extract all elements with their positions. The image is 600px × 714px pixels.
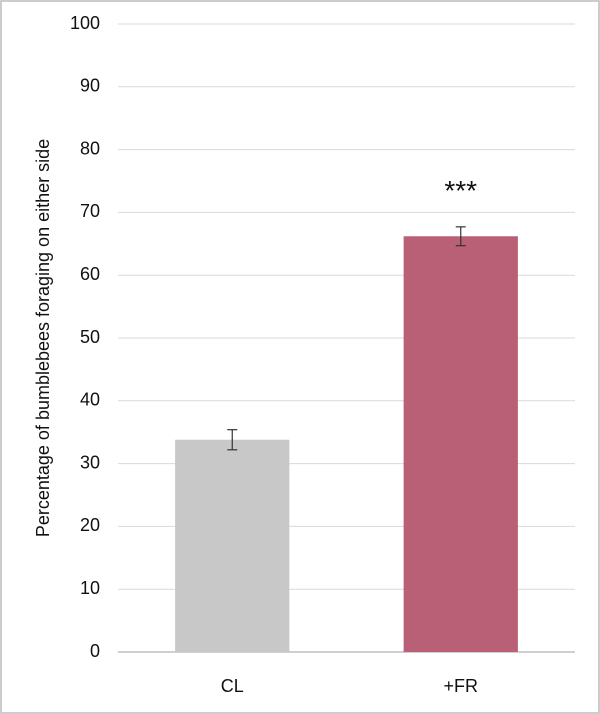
significance-annotation: ***: [444, 175, 477, 206]
y-tick-label: 70: [80, 201, 100, 221]
y-axis-label: Percentage of bumblebees foraging on eit…: [33, 139, 53, 537]
y-tick-label: 40: [80, 390, 100, 410]
y-tick-label: 60: [80, 264, 100, 284]
y-tick-label: 90: [80, 76, 100, 96]
y-tick-label: 0: [90, 641, 100, 661]
y-tick-label: 30: [80, 452, 100, 472]
bar: [403, 236, 518, 653]
y-tick-label: 80: [80, 138, 100, 158]
bar: [175, 439, 290, 652]
y-tick-label: 10: [80, 578, 100, 598]
x-tick-label: CL: [221, 676, 244, 696]
y-tick-label: 20: [80, 515, 100, 535]
y-tick-label: 100: [70, 13, 100, 33]
y-tick-label: 50: [80, 327, 100, 347]
x-tick-label: +FR: [443, 676, 478, 696]
